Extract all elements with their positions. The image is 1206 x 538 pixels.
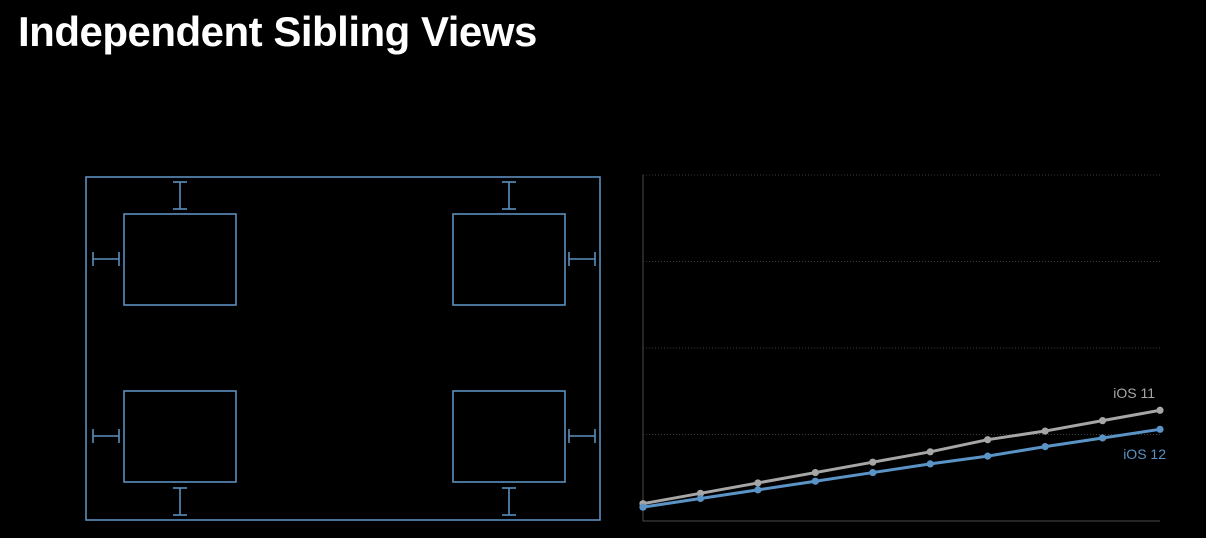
data-point-ios12 <box>1156 425 1164 433</box>
constraint-top-left-horizontal <box>92 252 120 266</box>
data-point-ios12 <box>1098 434 1107 442</box>
data-point-ios11 <box>1041 427 1049 435</box>
subview-top-right <box>452 213 566 306</box>
constraint-bottom-right-vertical <box>502 487 516 516</box>
data-point-ios12 <box>754 486 762 494</box>
data-point-ios11 <box>696 489 705 497</box>
data-point-ios12 <box>639 503 647 511</box>
data-point-ios11 <box>1156 406 1164 414</box>
chart-series-group <box>639 406 1164 511</box>
constraint-bottom-left-horizontal <box>92 429 120 443</box>
series-label-ios12: iOS 12 <box>1123 446 1166 462</box>
series-label-ios11: iOS 11 <box>1113 385 1155 401</box>
subview-bottom-right <box>452 390 566 483</box>
data-point-ios11 <box>811 468 819 477</box>
data-point-ios11 <box>1098 417 1107 425</box>
data-point-ios12 <box>811 477 819 485</box>
data-point-ios12 <box>869 468 877 477</box>
series-line-ios11 <box>642 408 1161 506</box>
layout-diagram <box>85 176 601 521</box>
constraint-bottom-left-vertical <box>173 487 187 516</box>
data-point-ios12 <box>984 452 992 460</box>
series-line-ios12 <box>642 427 1161 509</box>
data-point-ios12 <box>696 494 705 503</box>
data-point-ios11 <box>926 448 934 456</box>
constraint-bottom-right-horizontal <box>568 429 596 443</box>
data-point-ios12 <box>1041 443 1049 451</box>
subview-top-left <box>123 213 237 306</box>
subview-bottom-left <box>123 390 237 483</box>
data-point-ios11 <box>754 479 762 487</box>
superview-frame <box>85 176 601 521</box>
constraint-top-right-horizontal <box>568 252 596 266</box>
slide-title: Independent Sibling Views <box>18 8 537 55</box>
data-point-ios12 <box>926 460 934 468</box>
constraint-top-right-vertical <box>502 181 516 210</box>
constraint-top-left-vertical <box>173 181 187 210</box>
data-point-ios11 <box>869 458 877 466</box>
chart-grid <box>643 174 1160 435</box>
data-point-ios11 <box>984 436 992 444</box>
performance-chart: iOS 11 iOS 12 <box>639 174 1166 522</box>
